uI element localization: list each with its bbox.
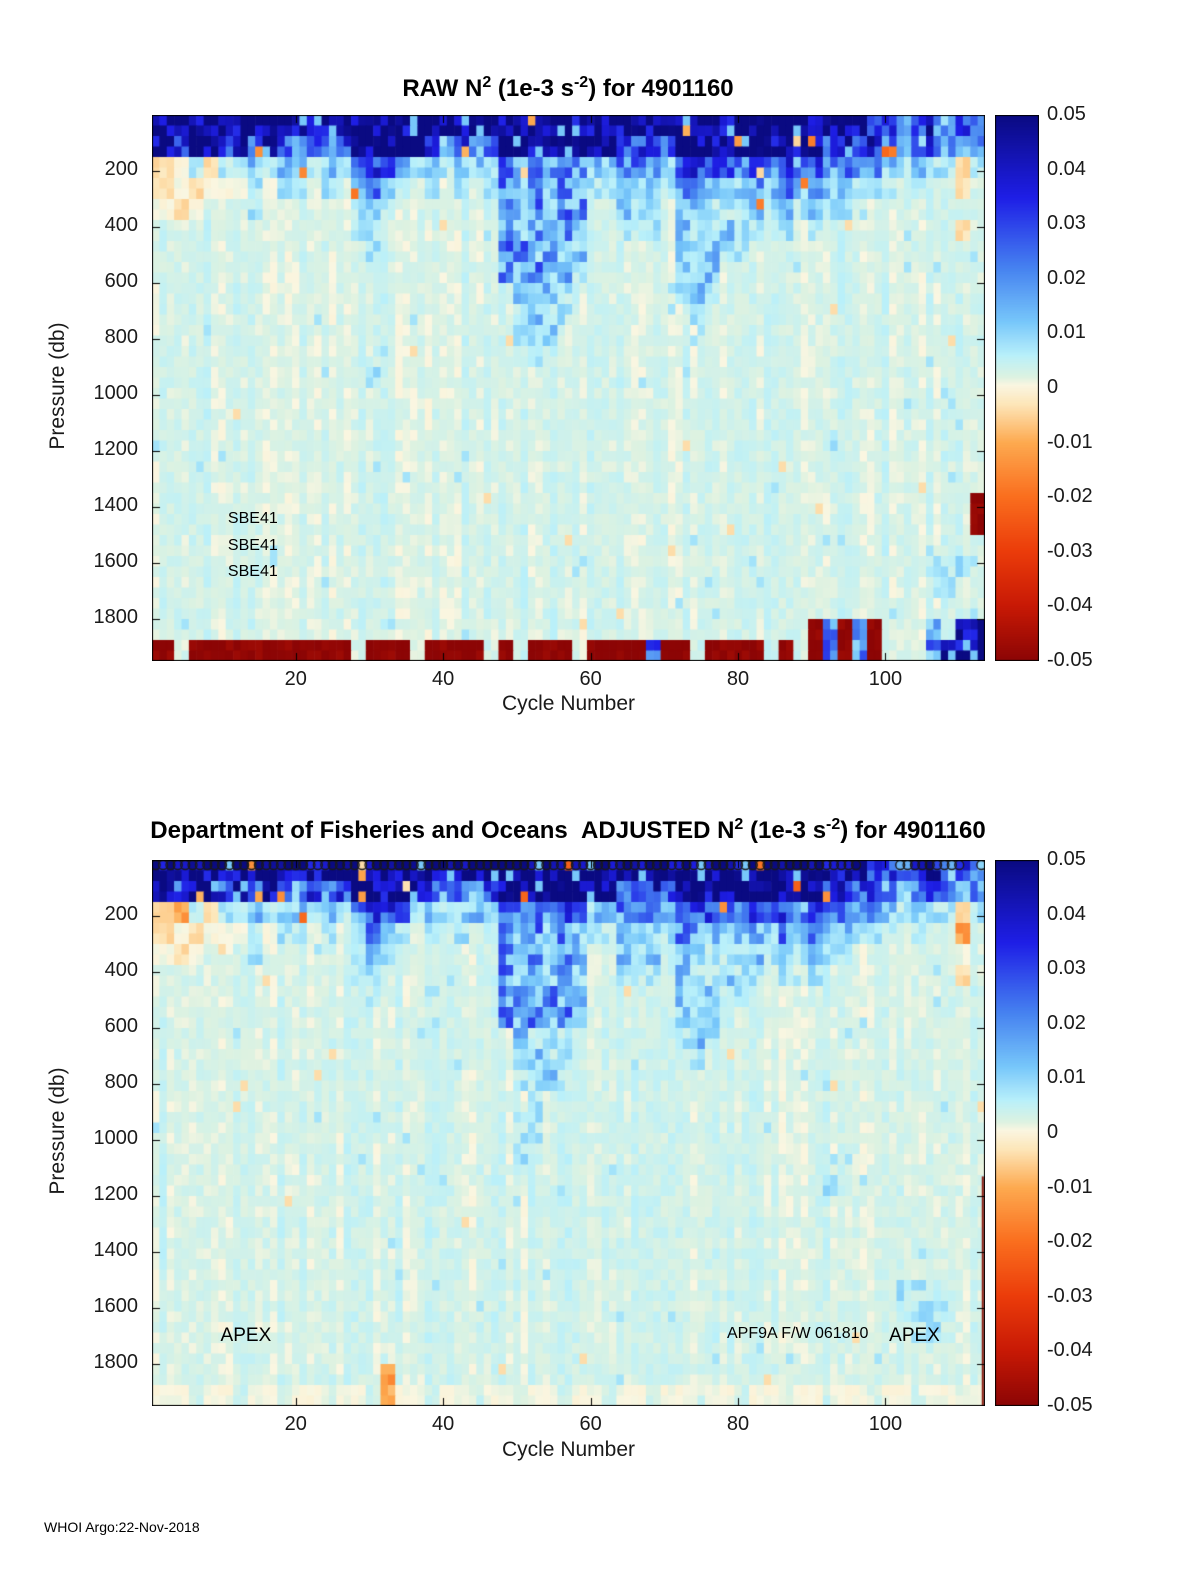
raw-title-suffix: ) for 4901160 (588, 75, 734, 102)
y-tick-label: 1600 (93, 550, 139, 572)
raw-title-prefix: RAW N (402, 75, 483, 102)
adjusted-heatmap-canvas (152, 860, 985, 1406)
y-tick-label: 1200 (93, 1183, 139, 1205)
raw-title-sup1: 2 (482, 74, 492, 91)
colorbar-tick-label: 0.01 (1047, 1066, 1086, 1089)
x-tick-label: 20 (284, 668, 307, 690)
x-tick-label: 100 (868, 668, 903, 690)
y-tick-label: 1000 (93, 382, 139, 404)
adjusted-title-suffix: ) for 4901160 (840, 817, 986, 844)
colorbar-tick-label: -0.05 (1047, 1394, 1093, 1416)
colorbar-tick-label: -0.01 (1047, 430, 1093, 453)
raw-plot-title: RAW N2 (1e-3 s-2) for 4901160 (0, 74, 1136, 103)
colorbar-tick-label: 0.05 (1047, 103, 1086, 125)
raw-title-sup2: -2 (573, 74, 589, 91)
x-tick-label: 20 (284, 1413, 307, 1435)
x-tick-label: 60 (579, 668, 602, 690)
colorbar-tick-label: -0.03 (1047, 1284, 1093, 1307)
annotation: SBE41 (227, 563, 278, 581)
colorbar-tick-label: -0.04 (1047, 594, 1093, 617)
y-tick-label: 1400 (93, 494, 139, 516)
y-tick-label: 800 (104, 1071, 138, 1093)
annotation: APEX (889, 1325, 940, 1346)
raw-y-axis-label: Pressure (db) (46, 322, 69, 450)
annotation: APF9A F/W 061810 (726, 1325, 869, 1342)
colorbar-tick-label: -0.04 (1047, 1339, 1093, 1362)
y-tick-label: 1400 (93, 1239, 139, 1261)
y-tick-label: 1600 (93, 1295, 139, 1317)
y-tick-label: 1800 (93, 1351, 139, 1373)
colorbar-tick-label: 0.02 (1047, 266, 1086, 289)
raw-title-mid: (1e-3 s (491, 75, 574, 102)
colorbar-tick-label: 0.03 (1047, 957, 1086, 980)
annotation: APEX (220, 1325, 272, 1346)
y-tick-label: 1200 (93, 438, 139, 460)
x-tick-label: 100 (868, 1413, 903, 1435)
raw-colorbar-canvas (995, 115, 1039, 661)
x-tick-label: 80 (726, 668, 750, 690)
adjusted-title-sup1: 2 (734, 816, 744, 833)
adjusted-title-mid: (1e-3 s (743, 817, 827, 844)
raw-heatmap-canvas (152, 115, 985, 661)
colorbar-tick-label: -0.03 (1047, 539, 1093, 562)
adjusted-title-prefix: Department of Fisheries and Oceans ADJUS… (150, 817, 735, 844)
x-tick-label: 40 (432, 668, 455, 690)
colorbar-tick-label: 0.05 (1047, 848, 1086, 870)
colorbar-tick-label: -0.01 (1047, 1175, 1093, 1198)
x-tick-label: 60 (579, 1413, 602, 1435)
y-tick-label: 1000 (93, 1127, 139, 1149)
annotation: SBE41 (227, 510, 278, 527)
adjusted-plot-title: Department of Fisheries and Oceans ADJUS… (0, 816, 1136, 845)
y-tick-label: 200 (104, 903, 138, 925)
y-tick-label: 400 (104, 959, 138, 981)
adjusted-colorbar-canvas (995, 860, 1039, 1406)
colorbar-tick-label: 0 (1047, 1121, 1059, 1143)
y-tick-label: 600 (104, 270, 138, 292)
annotation: SBE41 (227, 536, 278, 554)
colorbar-tick-label: -0.05 (1047, 649, 1093, 671)
colorbar-tick-label: 0.02 (1047, 1011, 1086, 1034)
y-tick-label: 200 (104, 158, 138, 180)
y-tick-label: 800 (104, 326, 138, 348)
colorbar-tick-label: -0.02 (1047, 485, 1093, 508)
colorbar-tick-label: -0.02 (1047, 1230, 1093, 1253)
colorbar-tick-label: 0.01 (1047, 321, 1086, 344)
colorbar-tick-label: 0 (1047, 376, 1059, 398)
footer-text: WHOI Argo:22-Nov-2018 (44, 1519, 200, 1535)
x-tick-label: 40 (432, 1413, 455, 1435)
colorbar-tick-label: 0.04 (1047, 902, 1086, 925)
raw-x-axis-label: Cycle Number (501, 692, 636, 715)
adjusted-x-axis-label: Cycle Number (501, 1438, 636, 1461)
adjusted-title-sup2: -2 (826, 816, 841, 833)
y-tick-label: 1800 (93, 606, 139, 628)
y-tick-label: 400 (104, 214, 138, 236)
adjusted-y-axis-label: Pressure (db) (46, 1067, 69, 1195)
colorbar-tick-label: 0.04 (1047, 157, 1086, 180)
x-tick-label: 80 (726, 1413, 750, 1435)
colorbar-tick-label: 0.03 (1047, 212, 1086, 235)
y-tick-label: 600 (104, 1015, 138, 1037)
